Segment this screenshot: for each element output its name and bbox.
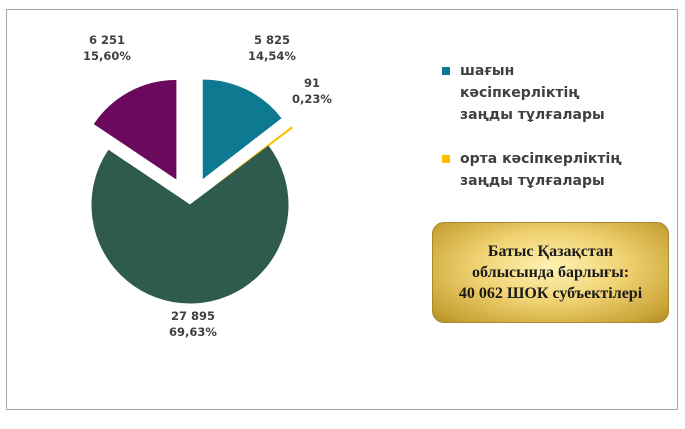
- pie-slice-medium-business-percent-label: 0,23%: [292, 92, 332, 106]
- pie-slice-small-business: [202, 79, 282, 180]
- pie-slices: [91, 79, 294, 304]
- pie-slice-small-business-percent-label: 14,54%: [248, 49, 296, 63]
- total-info-line-3: 40 062 ШОК субъектілері: [458, 285, 643, 302]
- legend-swatch-small-business: [442, 67, 450, 75]
- pie-slice-other: [93, 80, 177, 180]
- pie-slice-small-business-value-label: 5 825: [254, 33, 290, 47]
- total-info-text: Батыс Қазақстан облысында барлығы: 40 06…: [459, 241, 642, 304]
- legend-label-medium-business: орта кәсіпкерліктің заңды тұлғалары: [460, 151, 622, 189]
- pie-data-labels: 5 825 14,54% 91 0,23% 27 895 69,63% 6 251 15,60…: [83, 33, 332, 339]
- legend-swatch-medium-business: [442, 155, 450, 163]
- legend-item-small-business: шағын кәсіпкерліктің заңды тұлғалары: [442, 60, 672, 126]
- total-info-line-2: облысында барлығы:: [471, 264, 630, 281]
- pie-slice-other-value-label: 6 251: [89, 33, 125, 47]
- legend-item-medium-business: орта кәсіпкерліктің заңды тұлғалары: [442, 148, 672, 192]
- pie-slice-medium-business-value-label: 91: [304, 76, 320, 90]
- pie-slice-large: [91, 145, 289, 304]
- pie-slice-other-percent-label: 15,60%: [83, 49, 131, 63]
- legend-label-small-business: шағын кәсіпкерліктің заңды тұлғалары: [460, 63, 605, 123]
- legend: шағын кәсіпкерліктің заңды тұлғалары орт…: [442, 60, 672, 214]
- total-info-box: Батыс Қазақстан облысында барлығы: 40 06…: [432, 222, 669, 323]
- pie-slice-large-value-label: 27 895: [171, 309, 215, 323]
- pie-slice-large-percent-label: 69,63%: [169, 325, 217, 339]
- total-info-line-1: Батыс Қазақстан: [487, 243, 614, 260]
